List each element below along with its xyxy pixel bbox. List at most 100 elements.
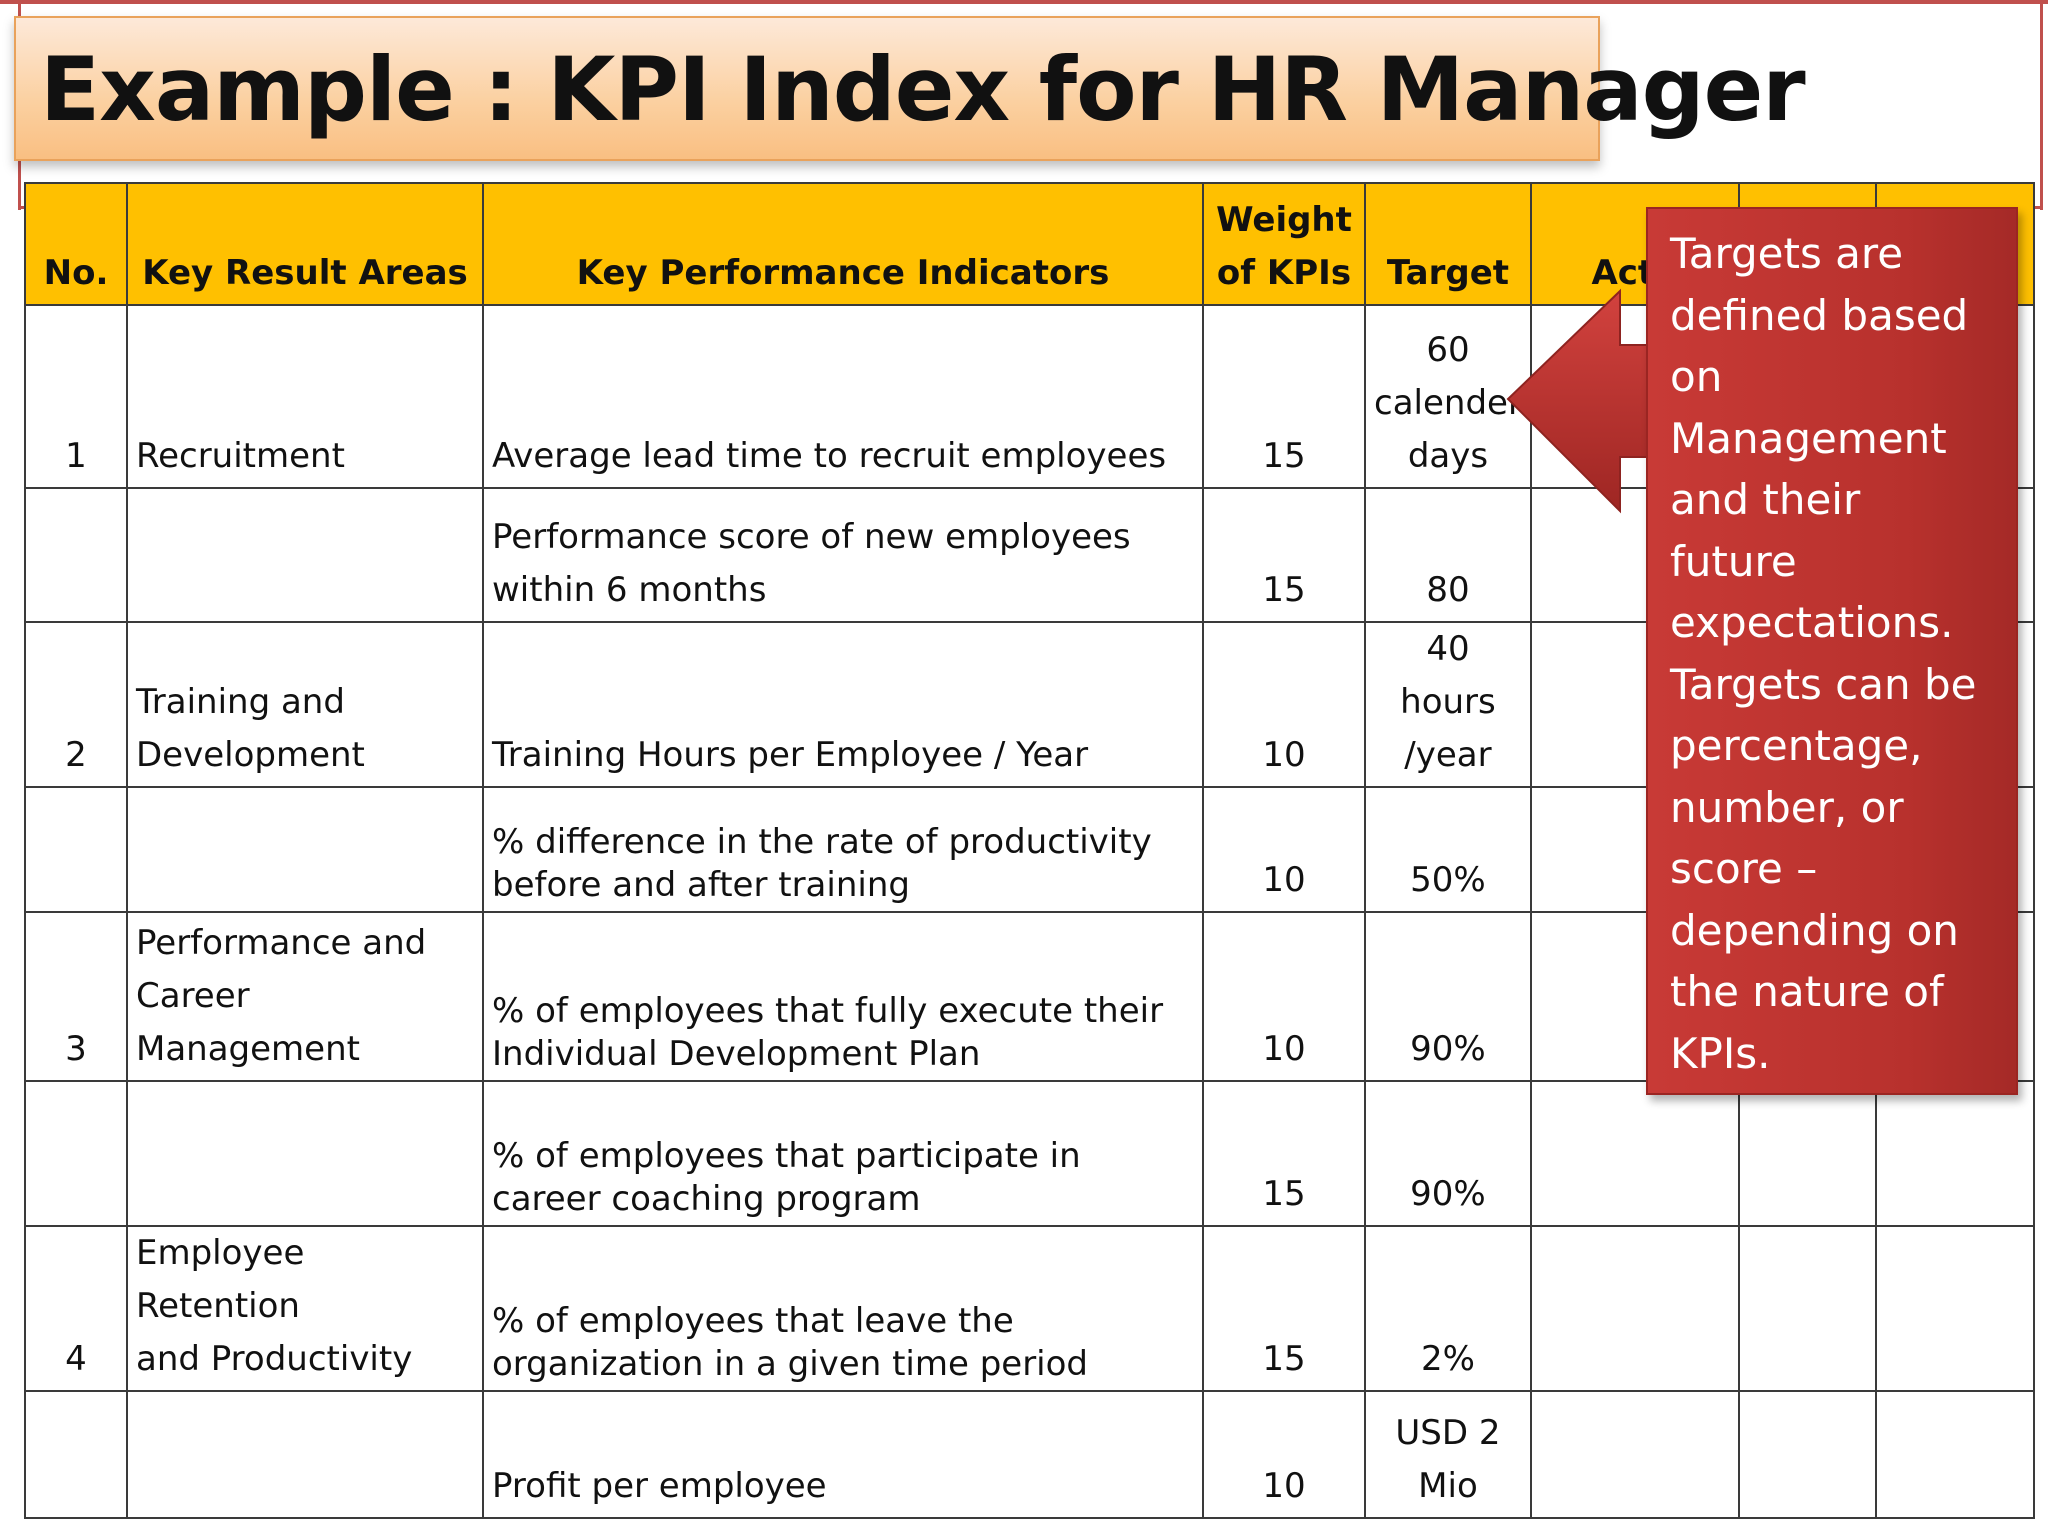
cell-blank <box>1874 1080 2035 1227</box>
cell-no <box>24 786 128 913</box>
cell-weight: 10 <box>1202 786 1366 913</box>
cell-blank <box>1737 1390 1877 1519</box>
cell-kra <box>126 786 484 913</box>
cell-kra: Training and Development <box>126 621 484 788</box>
cell-kra <box>126 1080 484 1227</box>
cell-no: 1 <box>24 304 128 489</box>
cell-no: 4 <box>24 1225 128 1392</box>
callout-line: Targets are <box>1670 229 1904 278</box>
cell-kpi: % of employees that leave the organizatio… <box>482 1225 1204 1392</box>
target-line: 40 hours <box>1400 629 1496 722</box>
cell-kpi: Performance score of new employees within… <box>482 487 1204 623</box>
kra-line: Development <box>136 735 365 775</box>
header-no: No. <box>24 182 128 306</box>
cell-weight: 10 <box>1202 1390 1366 1519</box>
cell-kra: Employee Retention and Productivity <box>126 1225 484 1392</box>
table-row: 4 Employee Retention and Productivity % o… <box>24 1225 2035 1392</box>
kpi-line: Individual Development Plan <box>492 1034 981 1074</box>
cell-kpi: % of employees that fully execute their I… <box>482 911 1204 1082</box>
header-target: Target <box>1364 182 1532 306</box>
kra-line: Career <box>136 976 250 1016</box>
target-line: Mio <box>1418 1466 1478 1506</box>
kpi-line: before and after training <box>492 865 910 905</box>
cell-target: 90% <box>1364 1080 1532 1227</box>
callout-line: score – <box>1670 844 1818 893</box>
cell-no: 2 <box>24 621 128 788</box>
callout-line: KPIs. <box>1670 1028 1771 1078</box>
header-kra: Key Result Areas <box>126 182 484 306</box>
table-row: Profit per employee 10 USD 2 Mio <box>24 1390 2035 1519</box>
cell-target: 50% <box>1364 786 1532 913</box>
cell-kpi: % difference in the rate of productivity… <box>482 786 1204 913</box>
header-weight: Weight of KPIs <box>1202 182 1366 306</box>
cell-target: USD 2 Mio <box>1364 1390 1532 1519</box>
callout-arrow-icon <box>1506 288 1660 514</box>
cell-actual[interactable] <box>1529 1080 1740 1227</box>
cell-kpi: Profit per employee <box>482 1390 1204 1519</box>
callout-line: percentage, <box>1670 721 1923 770</box>
cell-no <box>24 1390 128 1519</box>
kpi-line: within 6 months <box>492 570 767 610</box>
kpi-line: career coaching program <box>492 1179 921 1219</box>
cell-blank <box>1874 1225 2035 1392</box>
kra-line: Training and <box>136 682 345 722</box>
target-line: USD 2 <box>1395 1413 1501 1453</box>
kpi-line: Performance score of new employees <box>492 517 1131 557</box>
callout-line: on <box>1670 352 1723 401</box>
cell-actual[interactable] <box>1529 1390 1740 1519</box>
page-title: Example : KPI Index for HR Manager <box>40 38 1806 141</box>
cell-weight: 15 <box>1202 1080 1366 1227</box>
cell-blank <box>1874 1390 2035 1519</box>
target-line: 60 <box>1426 330 1470 370</box>
cell-weight: 15 <box>1202 1225 1366 1392</box>
slide-frame-right <box>2040 0 2043 210</box>
cell-weight: 15 <box>1202 304 1366 489</box>
kpi-line: organization in a given time period <box>492 1344 1089 1384</box>
kpi-line: % of employees that leave the <box>492 1301 1014 1341</box>
callout-line: defined based <box>1670 290 1969 340</box>
cell-weight: 15 <box>1202 487 1366 623</box>
cell-no <box>24 1080 128 1227</box>
cell-target: 2% <box>1364 1225 1532 1392</box>
kra-line: Management <box>136 1029 360 1069</box>
callout-line: Targets can be <box>1670 659 1977 709</box>
cell-kpi: % of employees that participate in career… <box>482 1080 1204 1227</box>
title-banner: Example : KPI Index for HR Manager <box>14 16 1806 161</box>
table-row: 2 Training and Development Training Hours… <box>24 621 2035 788</box>
header-weight-line2: of KPIs <box>1216 253 1352 293</box>
table-row: % of employees that participate in career… <box>24 1080 2035 1227</box>
cell-kpi: Average lead time to recruit employees <box>482 304 1204 489</box>
callout-line: depending on <box>1670 905 1959 955</box>
target-line: calender <box>1374 383 1522 423</box>
cell-kpi: Training Hours per Employee / Year <box>482 621 1204 788</box>
cell-actual[interactable] <box>1529 1225 1740 1392</box>
kpi-line: % of employees that participate in <box>492 1136 1081 1176</box>
callout-line: the nature of <box>1670 967 1944 1016</box>
callout-line: Management <box>1670 413 1947 463</box>
target-line: days <box>1407 436 1489 476</box>
header-kpi: Key Performance Indicators <box>482 182 1204 306</box>
cell-target: 60 calender days <box>1364 304 1532 489</box>
cell-kra: Performance and Career Management <box>126 911 484 1082</box>
header-weight-line1: Weight <box>1216 200 1352 240</box>
callout-box: Targets are defined based on Management … <box>1646 207 2018 1095</box>
cell-no: 3 <box>24 911 128 1082</box>
callout-line: future <box>1670 536 1797 586</box>
cell-target: 80 <box>1364 487 1532 623</box>
kpi-line: % difference in the rate of productivity <box>492 822 1152 862</box>
cell-no <box>24 487 128 623</box>
target-line: /year <box>1404 735 1492 775</box>
kra-line: Employee Retention <box>136 1233 305 1326</box>
kra-line: and Productivity <box>136 1339 413 1379</box>
kra-line: Performance and <box>136 923 427 963</box>
kpi-line: % of employees that fully execute their <box>492 991 1164 1031</box>
cell-blank <box>1737 1080 1877 1227</box>
callout-line: number, or <box>1670 782 1904 832</box>
cell-blank <box>1737 1225 1877 1392</box>
cell-kra <box>126 1390 484 1519</box>
cell-weight: 10 <box>1202 911 1366 1082</box>
cell-kra: Recruitment <box>126 304 484 489</box>
callout-line: and their <box>1670 475 1861 524</box>
slide-frame-top <box>0 0 2048 4</box>
cell-target: 40 hours/year <box>1364 621 1532 788</box>
